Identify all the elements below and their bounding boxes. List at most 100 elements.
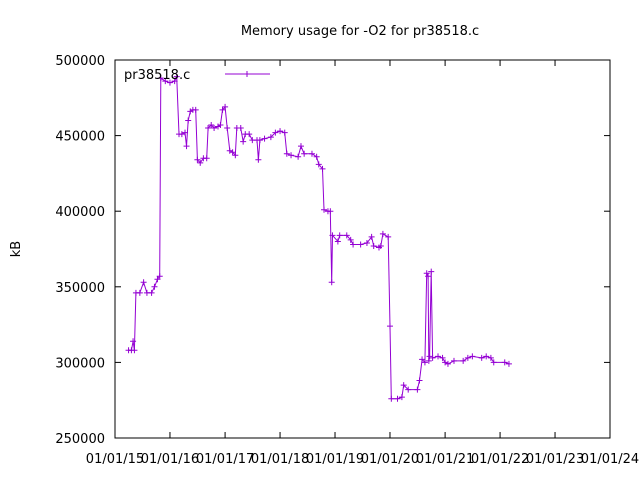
data-point-marker <box>505 360 512 367</box>
data-point-marker <box>162 78 169 85</box>
data-point-marker <box>350 241 357 248</box>
data-point-marker <box>478 354 485 361</box>
data-point-marker <box>192 106 199 113</box>
data-point-marker <box>425 357 432 364</box>
y-axis-label: kB <box>9 241 24 257</box>
data-point-marker <box>267 134 274 141</box>
x-tick-label: 01/01/24 <box>581 452 639 467</box>
data-point-marker <box>343 232 350 239</box>
data-point-marker <box>131 347 138 354</box>
data-point-marker <box>148 289 155 296</box>
data-point-marker <box>319 165 326 172</box>
legend-marker <box>244 71 250 77</box>
data-point-marker <box>301 150 308 157</box>
data-point-marker <box>388 395 395 402</box>
x-tick-label: 01/01/17 <box>196 452 254 467</box>
data-point-marker <box>469 353 476 360</box>
data-point-marker <box>203 155 210 162</box>
data-point-marker <box>130 338 137 345</box>
data-point-marker <box>423 270 430 277</box>
data-point-marker <box>240 138 247 145</box>
data-point-marker <box>329 232 336 239</box>
data-point-marker <box>237 125 244 132</box>
data-point-marker <box>224 125 231 132</box>
data-point-marker <box>347 236 354 243</box>
x-tick-label: 01/01/18 <box>251 452 309 467</box>
data-point-marker <box>377 242 384 249</box>
data-point-marker <box>429 354 436 361</box>
data-point-marker <box>487 354 494 361</box>
data-point-marker <box>368 233 375 240</box>
data-point-marker <box>428 268 435 275</box>
data-point-marker <box>405 386 412 393</box>
y-tick-label: 400000 <box>55 205 105 220</box>
data-point-marker <box>154 276 161 283</box>
data-point-marker <box>460 357 467 364</box>
data-point-marker <box>232 152 239 159</box>
legend: pr38518.c <box>124 68 270 83</box>
data-point-marker <box>439 354 446 361</box>
x-tick-label: 01/01/23 <box>526 452 584 467</box>
data-point-marker <box>295 153 302 160</box>
data-point-marker <box>140 279 147 286</box>
data-point-marker <box>194 156 201 163</box>
data-point-marker <box>173 73 180 80</box>
data-point-marker <box>321 206 328 213</box>
data-point-marker <box>435 353 442 360</box>
data-point-marker <box>370 242 377 249</box>
data-point-marker <box>426 353 433 360</box>
data-point-marker <box>313 153 320 160</box>
data-point-marker <box>197 159 204 166</box>
data-point-marker <box>178 131 185 138</box>
data-point-marker <box>464 354 471 361</box>
x-tick-label: 01/01/19 <box>306 452 364 467</box>
data-point-marker <box>385 233 392 240</box>
data-point-marker <box>151 283 158 290</box>
data-point-marker <box>414 386 421 393</box>
data-point-marker <box>421 359 428 366</box>
y-tick-label: 500000 <box>55 54 105 69</box>
data-point-marker <box>211 125 218 132</box>
data-point-marker <box>297 143 304 150</box>
data-point-marker <box>217 122 224 129</box>
plot-border <box>114 59 611 439</box>
data-point-marker <box>157 75 164 82</box>
chart-title: Memory usage for -O2 for pr38518.c <box>241 24 479 39</box>
data-point-marker <box>379 230 386 237</box>
data-point-marker <box>357 241 364 248</box>
data-point-marker <box>246 131 253 138</box>
data-point-marker <box>136 289 143 296</box>
data-point-marker <box>363 239 370 246</box>
x-tick-label: 01/01/22 <box>471 452 529 467</box>
data-point-marker <box>419 356 426 363</box>
data-point-marker <box>327 208 334 215</box>
data-point-marker <box>222 103 229 110</box>
data-point-marker <box>205 125 212 132</box>
data-point-marker <box>490 359 497 366</box>
data-point-marker <box>334 238 341 245</box>
data-point-marker <box>156 273 163 280</box>
data-point-marker <box>256 137 263 144</box>
data-point-marker <box>281 129 288 136</box>
data-point-marker <box>171 78 178 85</box>
data-point-marker <box>425 273 432 280</box>
y-tick-label: 300000 <box>55 356 105 371</box>
x-tick-label: 01/01/15 <box>86 452 144 467</box>
data-point-marker <box>166 79 173 86</box>
y-tick-label: 250000 <box>55 432 105 447</box>
data-point-marker <box>386 323 393 330</box>
data-point-marker <box>277 128 284 135</box>
data-point-marker <box>308 150 315 157</box>
data-point-marker <box>261 135 268 142</box>
legend-label: pr38518.c <box>124 68 190 83</box>
data-point-marker <box>328 279 335 286</box>
data-point-marker <box>283 150 290 157</box>
data-point-marker <box>182 129 189 136</box>
data-point-marker <box>185 117 192 124</box>
y-tick-label: 350000 <box>55 281 105 296</box>
y-tick-label: 450000 <box>55 130 105 145</box>
data-point-marker <box>398 394 405 401</box>
